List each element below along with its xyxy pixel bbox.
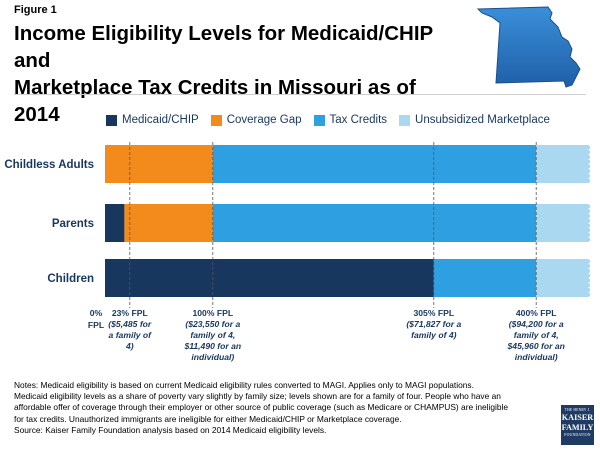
bar-parents-tax-credits [212,204,537,242]
legend-item-unsub: Unsubsidized Marketplace [399,114,550,126]
legend-swatch-unsub [399,114,411,126]
reference-label-305: ($71,827 for a [406,319,461,329]
reference-label-400: family of 4, [514,330,559,340]
reference-label-100: $11,490 for an [183,341,241,351]
legend-label-gap: Coverage Gap [226,114,302,126]
reference-label-23: ($5,485 for [108,319,152,329]
notes-line: Medicaid eligibility levels as a share o… [14,391,501,402]
legend-item-tax: Tax Credits [313,114,388,126]
bar-children-medicaid-chip [105,259,434,297]
legend-label-medicaid: Medicaid/CHIP [122,114,199,126]
kff-logo-family: FAMILY [561,423,594,432]
reference-label-23: 4) [125,341,134,351]
legend-item-gap: Coverage Gap [210,114,302,126]
reference-label-100: individual) [191,352,234,362]
notes-line: Notes: Medicaid eligibility is based on … [14,380,474,390]
bar-childless-adults-unsubsidized-marketplace [536,145,591,183]
kff-logo-line1: THE HENRY J. [564,408,591,412]
reference-label-100: 100% FPL [192,308,233,318]
title-divider [14,94,586,95]
kff-logo-foundation: FOUNDATION [564,433,591,437]
notes-source: Source: Kaiser Family Foundation analysi… [14,424,327,435]
eligibility-chart: Childless Adults Parents Children 0% FPL 23% … [4,142,599,362]
bar-end-wave-children [588,259,599,297]
kff-logo-kaiser: KAISER [561,413,594,422]
reference-label-100: ($23,550 for a [185,319,240,329]
legend-item-medicaid: Medicaid/CHIP [106,114,199,126]
bar-end-wave-childless-adults [588,145,599,183]
category-label-children: Children [47,273,94,285]
bar-children-unsubsidized-marketplace [536,259,591,297]
reference-label-400: individual) [515,352,558,362]
reference-label-23: 23% FPL [112,308,148,318]
missouri-state-icon [476,6,581,88]
legend-swatch-gap [210,114,222,126]
reference-label-100: family of 4, [190,330,235,340]
notes: Notes: Medicaid eligibility is based on … [14,380,562,436]
bar-parents-medicaid-chip [105,204,125,242]
notes-line: for tax credits. Unauthorized immigrants… [14,413,402,424]
reference-label-400: $45,960 for an [507,341,565,351]
reference-label-400: ($94,200 for a [509,319,564,329]
reference-label-23: a family of [109,330,153,340]
legend-label-unsub: Unsubsidized Marketplace [415,114,550,126]
tick-label-0-fpl: FPL [88,320,104,330]
reference-label-305: 305% FPL [413,308,454,318]
notes-line: affordable offer of coverage through the… [14,402,509,413]
legend-label-tax: Tax Credits [329,114,388,126]
bar-childless-adults-coverage-gap [105,145,213,183]
bar-end-wave-parents [588,204,599,242]
chart-title: Income Eligibility Levels for Medicaid/C… [14,20,444,128]
reference-label-400: 400% FPL [516,308,557,318]
category-label-childless-adults: Childless Adults [4,159,94,171]
reference-label-305: family of 4) [411,330,457,340]
category-label-parents: Parents [52,218,94,230]
bar-parents-coverage-gap [124,204,213,242]
chart-title-line-1: Income Eligibility Levels for Medicaid/C… [14,22,433,72]
bar-childless-adults-tax-credits [212,145,537,183]
bar-parents-unsubsidized-marketplace [536,204,591,242]
chart-legend: Medicaid/CHIP Coverage Gap Tax Credits U… [106,113,562,127]
legend-swatch-medicaid [106,114,117,126]
chart-title-line-2: Marketplace Tax Credits in Missouri as o… [14,76,416,126]
figure-label: Figure 1 [14,4,57,16]
bar-children-tax-credits [433,259,537,297]
kff-logo: THE HENRY J. KAISER FAMILY FOUNDATION [561,405,594,445]
tick-label-0-fpl: 0% [90,308,103,318]
legend-swatch-tax [313,114,325,126]
